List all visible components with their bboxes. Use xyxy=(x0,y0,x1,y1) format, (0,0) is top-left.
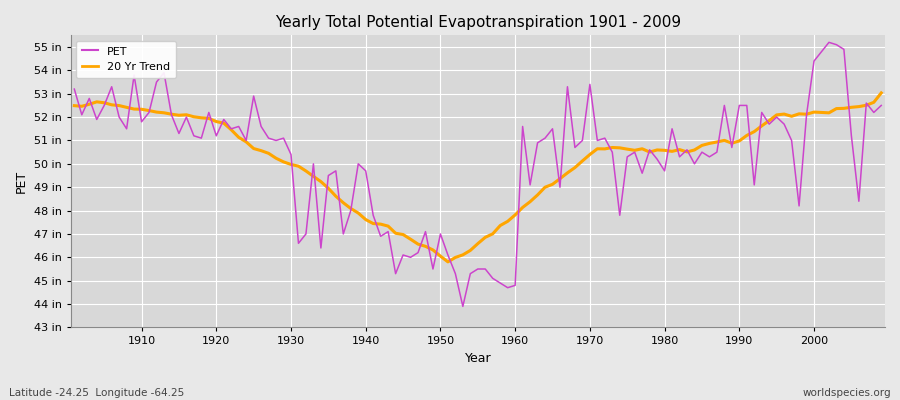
Title: Yearly Total Potential Evapotranspiration 1901 - 2009: Yearly Total Potential Evapotranspiratio… xyxy=(274,15,681,30)
Y-axis label: PET: PET xyxy=(15,170,28,193)
Text: Latitude -24.25  Longitude -64.25: Latitude -24.25 Longitude -64.25 xyxy=(9,388,184,398)
X-axis label: Year: Year xyxy=(464,352,491,365)
Text: worldspecies.org: worldspecies.org xyxy=(803,388,891,398)
Legend: PET, 20 Yr Trend: PET, 20 Yr Trend xyxy=(76,41,176,78)
